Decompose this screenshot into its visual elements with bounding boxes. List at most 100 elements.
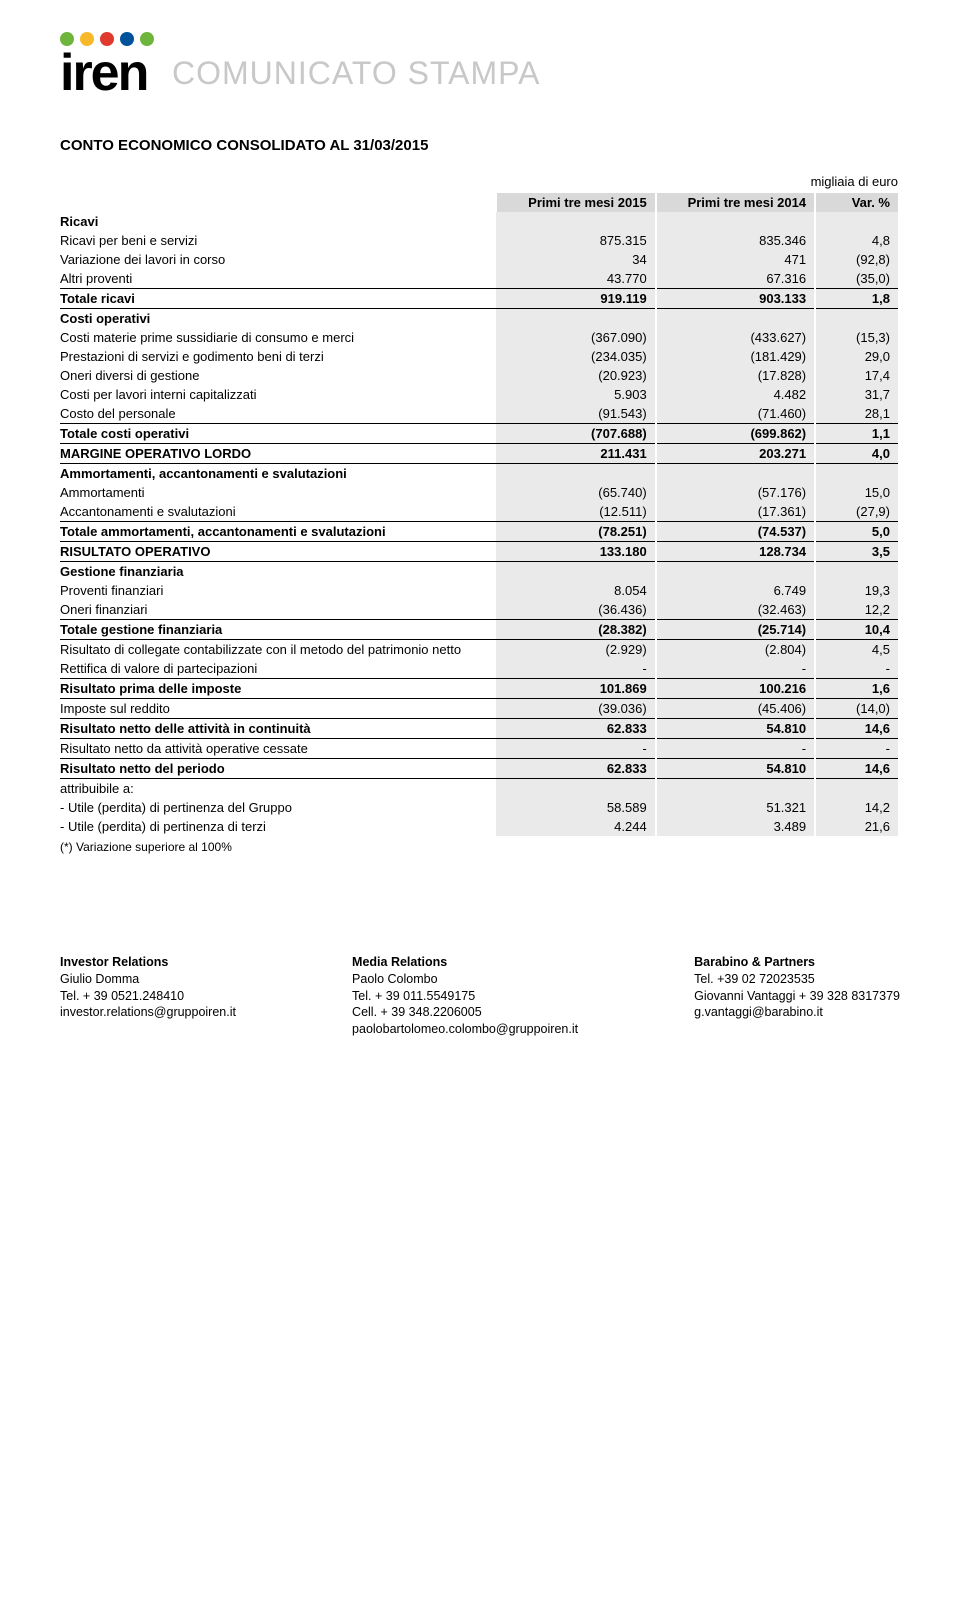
col-header-2015: Primi tre mesi 2015 (496, 193, 655, 212)
row-value: 34 (496, 250, 655, 269)
row-value (496, 561, 655, 581)
footer-mr-cell: Cell. + 39 348.2206005 (352, 1004, 578, 1021)
row-value: (2.929) (496, 639, 655, 659)
footer-bp-tel: Tel. +39 02 72023535 (694, 971, 900, 988)
table-row: Costo del personale(91.543)(71.460)28,1 (60, 404, 899, 424)
table-row: Accantonamenti e svalutazioni(12.511)(17… (60, 502, 899, 522)
row-label: Costi materie prime sussidiarie di consu… (60, 328, 496, 347)
row-label: Oneri diversi di gestione (60, 366, 496, 385)
row-value (496, 308, 655, 328)
row-value: 10,4 (815, 619, 899, 639)
footer-col-barabino: Barabino & Partners Tel. +39 02 72023535… (694, 954, 900, 1038)
table-row: Prestazioni di servizi e godimento beni … (60, 347, 899, 366)
row-value (815, 308, 899, 328)
row-label: Ricavi per beni e servizi (60, 231, 496, 250)
row-value (656, 561, 815, 581)
row-value: (45.406) (656, 698, 815, 718)
row-label: Totale costi operativi (60, 423, 496, 443)
logo-text: iren (60, 50, 154, 97)
row-value: 43.770 (496, 269, 655, 289)
footer-ir-tel: Tel. + 39 0521.248410 (60, 988, 236, 1005)
row-value (496, 778, 655, 798)
footer-bp-email: g.vantaggi@barabino.it (694, 1004, 900, 1021)
row-label: Risultato netto del periodo (60, 758, 496, 778)
row-value: (234.035) (496, 347, 655, 366)
row-label: Costo del personale (60, 404, 496, 424)
row-label: Prestazioni di servizi e godimento beni … (60, 347, 496, 366)
row-value: (39.036) (496, 698, 655, 718)
row-value: 100.216 (656, 678, 815, 698)
row-label: Rettifica di valore di partecipazioni (60, 659, 496, 679)
table-row: attribuibile a: (60, 778, 899, 798)
row-value: 919.119 (496, 288, 655, 308)
table-row: - Utile (perdita) di pertinenza di terzi… (60, 817, 899, 836)
row-value: (12.511) (496, 502, 655, 522)
col-header-blank (60, 193, 496, 212)
row-value: - (496, 659, 655, 679)
table-body: RicaviRicavi per beni e servizi875.31583… (60, 212, 899, 836)
row-value (656, 212, 815, 231)
row-value: 28,1 (815, 404, 899, 424)
row-label: Proventi finanziari (60, 581, 496, 600)
table-row: - Utile (perdita) di pertinenza del Grup… (60, 798, 899, 817)
row-value: 4,8 (815, 231, 899, 250)
footer-ir-email: investor.relations@gruppoiren.it (60, 1004, 236, 1021)
income-statement-table: Primi tre mesi 2015 Primi tre mesi 2014 … (60, 193, 900, 836)
table-row: RISULTATO OPERATIVO133.180128.7343,5 (60, 541, 899, 561)
row-value: 4.244 (496, 817, 655, 836)
row-value: 101.869 (496, 678, 655, 698)
row-value (815, 778, 899, 798)
row-label: MARGINE OPERATIVO LORDO (60, 443, 496, 463)
row-value (656, 463, 815, 483)
row-value: (57.176) (656, 483, 815, 502)
row-value: (74.537) (656, 521, 815, 541)
table-row: Costi materie prime sussidiarie di consu… (60, 328, 899, 347)
row-value: (2.804) (656, 639, 815, 659)
col-header-var: Var. % (815, 193, 899, 212)
table-row: Ricavi (60, 212, 899, 231)
logo: iren (60, 32, 154, 97)
row-value: - (656, 659, 815, 679)
row-label: Risultato netto da attività operative ce… (60, 738, 496, 758)
row-value (656, 308, 815, 328)
row-value: 17,4 (815, 366, 899, 385)
row-value: 14,6 (815, 758, 899, 778)
row-value: (92,8) (815, 250, 899, 269)
table-row: Rettifica di valore di partecipazioni--- (60, 659, 899, 679)
row-label: - Utile (perdita) di pertinenza di terzi (60, 817, 496, 836)
row-label: Ricavi (60, 212, 496, 231)
row-value: (14,0) (815, 698, 899, 718)
row-value: (71.460) (656, 404, 815, 424)
footer-mr-title: Media Relations (352, 954, 578, 971)
table-row: Variazione dei lavori in corso34471(92,8… (60, 250, 899, 269)
units-label: migliaia di euro (60, 174, 900, 189)
row-value: 4,0 (815, 443, 899, 463)
row-value: 14,2 (815, 798, 899, 817)
row-value: 12,2 (815, 600, 899, 620)
row-value: 1,6 (815, 678, 899, 698)
footer-bp-name: Giovanni Vantaggi + 39 328 8317379 (694, 988, 900, 1005)
row-value: (17.361) (656, 502, 815, 522)
row-label: Ammortamenti (60, 483, 496, 502)
row-value: (699.862) (656, 423, 815, 443)
row-value: 54.810 (656, 718, 815, 738)
row-label: Risultato di collegate contabilizzate co… (60, 639, 496, 659)
row-value: 3.489 (656, 817, 815, 836)
row-value: 54.810 (656, 758, 815, 778)
row-value: 6.749 (656, 581, 815, 600)
footer: Investor Relations Giulio Domma Tel. + 3… (60, 954, 900, 1038)
footer-mr-email: paolobartolomeo.colombo@gruppoiren.it (352, 1021, 578, 1038)
table-row: Totale gestione finanziaria(28.382)(25.7… (60, 619, 899, 639)
row-value: (17.828) (656, 366, 815, 385)
row-value: 203.271 (656, 443, 815, 463)
table-row: Totale costi operativi(707.688)(699.862)… (60, 423, 899, 443)
footer-col-investor: Investor Relations Giulio Domma Tel. + 3… (60, 954, 236, 1038)
row-label: - Utile (perdita) di pertinenza del Grup… (60, 798, 496, 817)
footer-mr-name: Paolo Colombo (352, 971, 578, 988)
row-value: (367.090) (496, 328, 655, 347)
document-title: CONTO ECONOMICO CONSOLIDATO AL 31/03/201… (60, 137, 900, 154)
table-row: Ammortamenti, accantonamenti e svalutazi… (60, 463, 899, 483)
page-header: iren COMUNICATO STAMPA (60, 28, 900, 97)
footer-ir-name: Giulio Domma (60, 971, 236, 988)
row-value: 14,6 (815, 718, 899, 738)
